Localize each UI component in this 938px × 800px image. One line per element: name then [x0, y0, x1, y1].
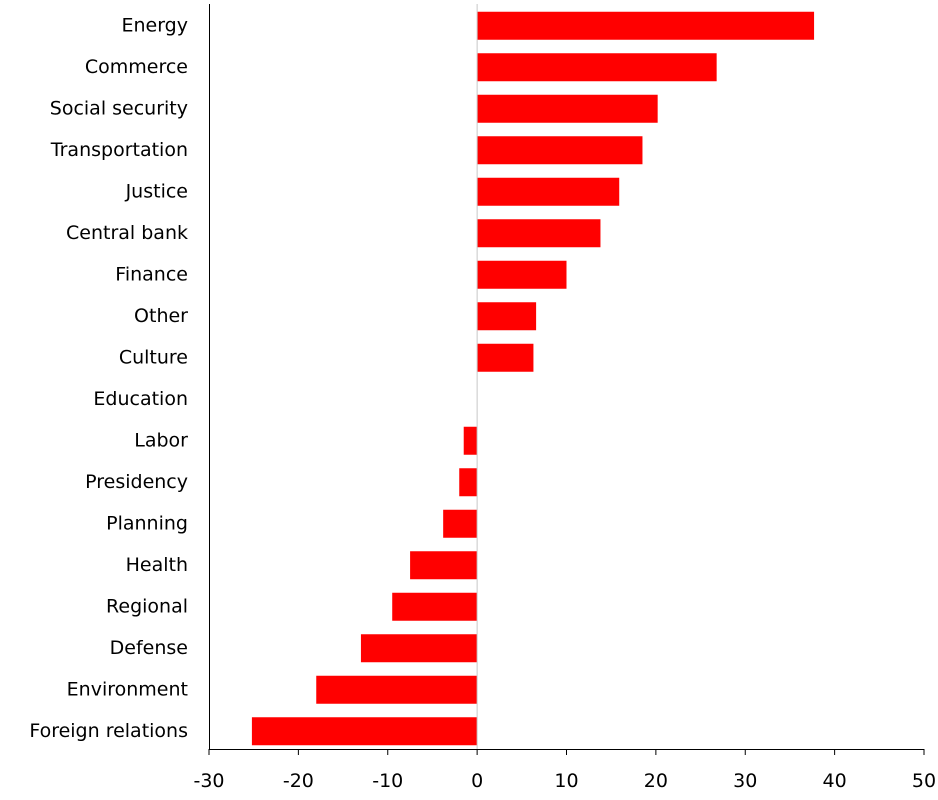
bar: [360, 634, 478, 663]
bar: [477, 219, 601, 248]
category-label: Education: [93, 388, 188, 410]
category-label: Health: [126, 554, 188, 576]
category-label: Justice: [125, 180, 188, 202]
category-label: Environment: [67, 678, 188, 700]
category-label: Planning: [106, 512, 188, 534]
bar: [443, 509, 478, 538]
category-label: Presidency: [85, 471, 188, 493]
x-axis-ticks: -30 -20 -10 0 10 20 30 40 50: [193, 749, 936, 792]
category-label: Transportation: [50, 139, 188, 161]
bar: [459, 468, 478, 497]
bar: [477, 302, 537, 331]
x-tick-label: 10: [554, 770, 578, 792]
bar: [477, 343, 534, 372]
category-label: Regional: [106, 595, 188, 617]
bar: [463, 426, 478, 455]
x-tick-label: 30: [733, 770, 757, 792]
x-tick-label: -20: [283, 770, 314, 792]
bar: [477, 53, 717, 82]
bar: [477, 136, 643, 165]
category-label: Social security: [50, 97, 188, 119]
bar: [392, 592, 478, 621]
category-label: Culture: [119, 346, 188, 368]
category-label: Defense: [110, 637, 188, 659]
x-tick-label: -10: [372, 770, 403, 792]
bar: [477, 177, 620, 206]
x-tick-label: -30: [193, 770, 224, 792]
category-label: Central bank: [66, 222, 188, 244]
x-tick-label: 20: [644, 770, 668, 792]
bar: [251, 717, 478, 746]
bar: [316, 675, 478, 704]
x-tick-label: 40: [823, 770, 847, 792]
x-tick-label: 0: [471, 770, 483, 792]
category-label: Commerce: [85, 56, 188, 78]
category-label: Other: [134, 305, 188, 327]
x-tick-label: 50: [912, 770, 936, 792]
category-label: Finance: [115, 263, 188, 285]
bar: [410, 551, 478, 580]
category-labels: Energy Commerce Social security Transportat…: [29, 14, 188, 742]
bar: [477, 94, 658, 123]
category-label: Labor: [134, 429, 188, 451]
bars-group: [251, 11, 815, 746]
bar: [477, 11, 815, 40]
bar: [477, 260, 567, 289]
category-label: Energy: [121, 14, 188, 36]
category-label: Foreign relations: [29, 720, 188, 742]
